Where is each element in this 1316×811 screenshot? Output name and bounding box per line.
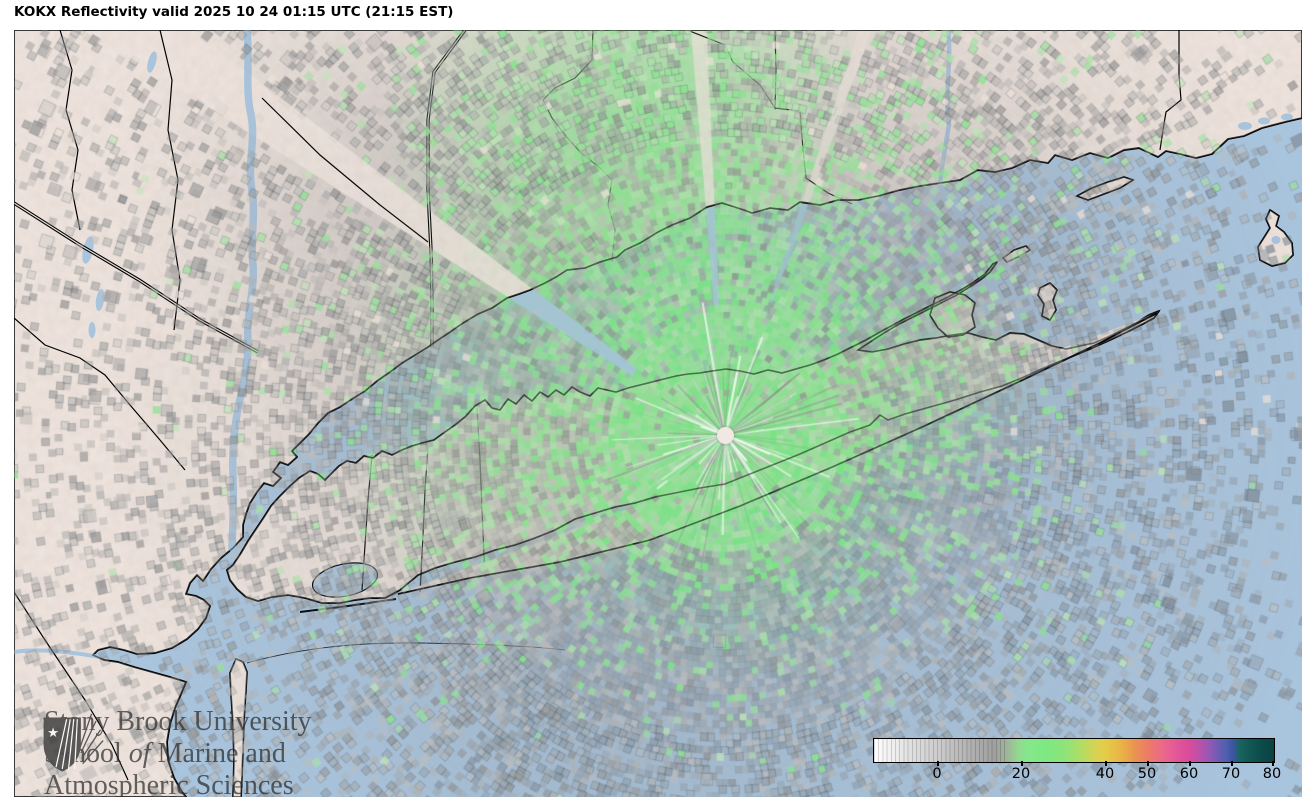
radar-echo-canvas: [14, 30, 1302, 797]
watermark-text: Stony Brook University School of Marine …: [44, 706, 312, 797]
watermark: ★ Stony Brook University School of Marin…: [40, 706, 312, 797]
colorbar-tick: [1021, 761, 1023, 766]
colorbar-tick: [1231, 761, 1233, 766]
colorbar-label: 70: [1221, 766, 1241, 782]
colorbar-tick: [1147, 761, 1149, 766]
reflectivity-colorbar: 0 20 40 50 60 70 80: [873, 738, 1281, 786]
colorbar-gradient: [873, 738, 1275, 763]
colorbar-tick: [937, 761, 939, 766]
svg-text:★: ★: [47, 726, 59, 741]
colorbar-tick: [1105, 761, 1107, 766]
colorbar-label: 80: [1262, 766, 1282, 782]
colorbar-label: 20: [1011, 766, 1031, 782]
sbu-shield-icon: ★: [43, 713, 104, 772]
colorbar-tick: [1272, 761, 1274, 766]
colorbar-label: 50: [1137, 766, 1157, 782]
colorbar-tick: [1189, 761, 1191, 766]
radar-map: ★ Stony Brook University School of Marin…: [14, 30, 1302, 797]
colorbar-label: 0: [932, 766, 942, 782]
radar-site-marker: [717, 427, 734, 444]
colorbar-label: 40: [1095, 766, 1115, 782]
page-title: KOKX Reflectivity valid 2025 10 24 01:15…: [14, 4, 454, 20]
colorbar-label: 60: [1179, 766, 1199, 782]
